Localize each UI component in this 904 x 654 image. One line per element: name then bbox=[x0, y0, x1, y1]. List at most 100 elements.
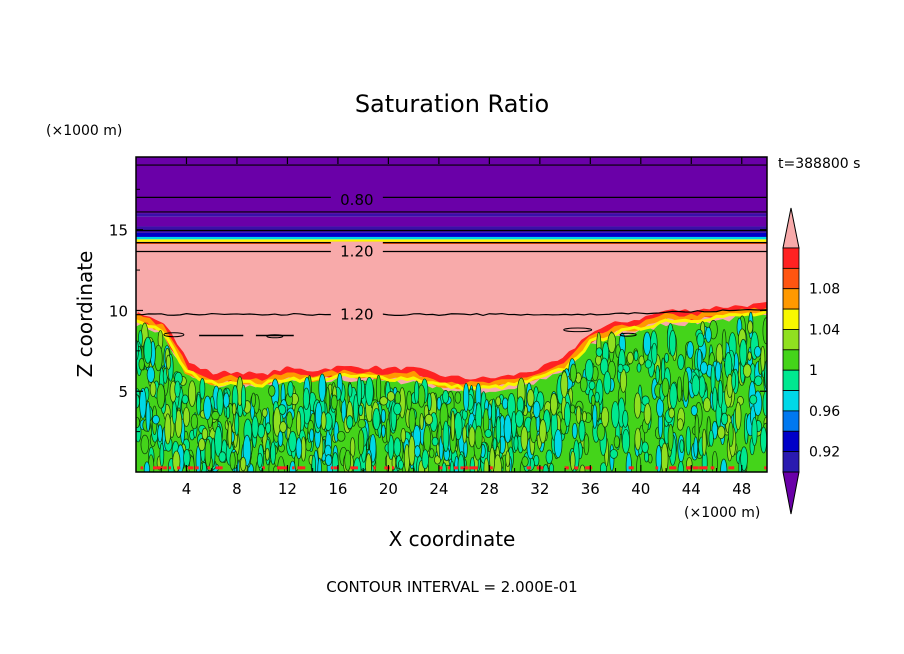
turbulent-cell bbox=[550, 393, 558, 416]
turbulent-cell bbox=[450, 410, 456, 442]
turbulent-cell bbox=[739, 338, 748, 367]
turbulent-cell bbox=[449, 460, 455, 472]
turbulent-cell bbox=[655, 445, 662, 472]
y-tick-label: 5 bbox=[118, 383, 128, 401]
colorbar-band bbox=[782, 349, 800, 371]
contour-label: 0.80 bbox=[340, 191, 373, 209]
colorbar-band bbox=[782, 369, 800, 391]
surface-fleck bbox=[669, 466, 673, 470]
turbulent-cell bbox=[344, 449, 352, 471]
surface-fleck bbox=[158, 466, 163, 470]
surface-fleck bbox=[453, 466, 458, 470]
colorbar-label: 1.04 bbox=[809, 322, 840, 338]
turbulent-cell bbox=[225, 405, 231, 420]
turbulent-cell bbox=[495, 396, 502, 407]
turbulent-cell bbox=[578, 419, 586, 442]
turbulent-cell bbox=[603, 371, 612, 395]
time-label: t=388800 s bbox=[778, 156, 860, 172]
turbulent-cell bbox=[295, 437, 303, 460]
surface-fleck bbox=[469, 466, 476, 470]
turbulent-cell bbox=[231, 402, 237, 416]
turbulent-cell bbox=[600, 357, 609, 376]
turbulent-cell bbox=[668, 407, 675, 419]
turbulent-cell bbox=[400, 428, 407, 444]
turbulent-cell bbox=[468, 426, 476, 448]
colorbar-band bbox=[782, 267, 800, 290]
colorbar-label: 0.96 bbox=[809, 404, 840, 420]
turbulent-cell bbox=[570, 450, 576, 471]
turbulent-cell bbox=[617, 363, 624, 374]
turbulent-cell bbox=[655, 365, 660, 384]
x-axis-label: X coordinate bbox=[389, 527, 516, 551]
turbulent-cell bbox=[621, 429, 630, 454]
turbulent-cell bbox=[154, 344, 163, 372]
turbulent-cell bbox=[643, 403, 652, 425]
turbulent-cell bbox=[211, 411, 220, 421]
turbulent-cell bbox=[336, 430, 346, 442]
turbulent-cell bbox=[199, 378, 206, 400]
turbulent-cell bbox=[375, 374, 382, 403]
turbulent-cell bbox=[747, 320, 754, 334]
turbulent-cell bbox=[165, 354, 172, 370]
turbulent-cell bbox=[553, 429, 563, 459]
turbulent-cell bbox=[164, 413, 172, 445]
turbulent-cell bbox=[599, 462, 608, 472]
colorbar-label: 1.08 bbox=[809, 282, 840, 298]
turbulent-cell bbox=[424, 413, 434, 425]
surface-fleck bbox=[163, 466, 167, 470]
turbulent-cell bbox=[429, 448, 435, 459]
turbulent-cell bbox=[560, 371, 569, 398]
turbulent-cell bbox=[140, 434, 150, 455]
turbulent-cell bbox=[633, 392, 642, 419]
turbulent-cell bbox=[218, 451, 227, 463]
colorbar-band bbox=[782, 288, 800, 310]
contour-label: 1.20 bbox=[340, 306, 373, 324]
turbulent-cell bbox=[701, 428, 707, 456]
turbulent-cell bbox=[521, 456, 529, 467]
turbulent-cell bbox=[393, 437, 402, 457]
turbulent-cell bbox=[545, 449, 553, 465]
turbulent-cell bbox=[740, 446, 748, 471]
turbulent-cell bbox=[152, 414, 160, 425]
contour-label-bg bbox=[330, 304, 383, 323]
turbulent-cell bbox=[139, 387, 147, 419]
turbulent-cell bbox=[691, 374, 701, 397]
turbulent-cell bbox=[386, 391, 396, 402]
turbulent-cell bbox=[414, 380, 420, 404]
turbulent-cell bbox=[686, 341, 694, 359]
turbulent-cell bbox=[708, 429, 714, 447]
turbulent-cell bbox=[442, 390, 450, 404]
turbulent-cell bbox=[591, 394, 596, 407]
surface-fleck bbox=[489, 466, 493, 470]
surface-fleck bbox=[655, 466, 659, 470]
turbulent-cell bbox=[664, 352, 669, 363]
colorbar-band bbox=[782, 451, 800, 473]
turbulent-cell bbox=[309, 428, 315, 443]
turbulent-cell bbox=[365, 376, 374, 407]
layer-band bbox=[136, 236, 767, 240]
turbulent-cell bbox=[626, 351, 634, 365]
turbulent-cell bbox=[391, 455, 397, 471]
turbulent-cell bbox=[483, 457, 490, 472]
turbulent-cell bbox=[679, 439, 685, 454]
contour-line bbox=[136, 308, 767, 317]
turbulent-cell bbox=[381, 424, 386, 438]
x-tick-label: 12 bbox=[278, 480, 297, 498]
colorbar-band bbox=[782, 329, 800, 351]
surface-fleck bbox=[292, 466, 295, 470]
turbulent-cell bbox=[365, 453, 372, 472]
turbulent-cell bbox=[257, 452, 263, 468]
turbulent-cell bbox=[347, 383, 353, 398]
surface-fleck bbox=[686, 466, 692, 470]
turbulent-cell bbox=[660, 442, 669, 472]
colorbar-band bbox=[782, 308, 800, 330]
turbulent-cell bbox=[353, 394, 359, 424]
turbulent-cell bbox=[288, 431, 297, 453]
surface-fleck bbox=[330, 466, 334, 470]
turbulent-cell bbox=[183, 449, 191, 468]
turbulent-cell bbox=[703, 397, 712, 413]
turbulent-cell bbox=[693, 436, 699, 458]
turbulent-cell bbox=[227, 421, 233, 450]
turbulent-cell bbox=[431, 436, 439, 447]
turbulent-cell bbox=[487, 403, 492, 420]
